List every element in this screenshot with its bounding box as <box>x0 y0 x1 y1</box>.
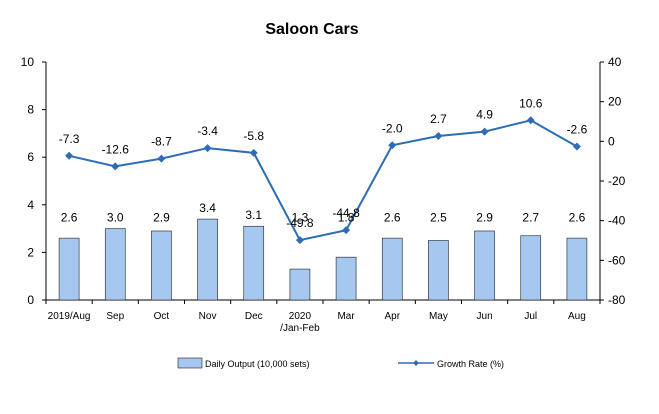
bar <box>381 237 403 301</box>
growth-rate-marker <box>249 148 258 157</box>
x-tick-label: Nov <box>199 311 217 322</box>
right-tick-label: -40 <box>608 214 626 228</box>
growth-rate-marker <box>388 141 397 150</box>
bar-value-label: 3.4 <box>199 201 216 215</box>
x-tick-label: Apr <box>384 311 400 322</box>
line-value-label: -49.8 <box>286 216 314 230</box>
bar <box>335 256 357 301</box>
growth-rate-marker <box>342 226 351 235</box>
left-tick-label: 6 <box>27 150 34 164</box>
right-tick-label: 0 <box>608 134 615 148</box>
bar <box>474 230 495 301</box>
growth-rate-marker <box>203 144 212 153</box>
left-tick-label: 10 <box>21 55 35 69</box>
x-tick-label: Jun <box>477 311 493 322</box>
legend: Daily Output (10,000 sets) Growth Rate (%… <box>177 357 504 369</box>
line-value-label: -7.3 <box>59 132 80 146</box>
growth-rate-marker <box>480 127 489 136</box>
line-value-label: -8.7 <box>151 135 172 149</box>
growth-rate-marker <box>65 151 74 160</box>
line-value-label: -5.8 <box>243 129 264 143</box>
bar <box>289 268 311 301</box>
line-value-label: 4.9 <box>476 108 493 122</box>
bar <box>520 235 542 301</box>
bar <box>243 225 265 301</box>
x-tick-label: Jul <box>524 311 537 322</box>
growth-rate-line <box>68 119 578 242</box>
line-value-label: -2.0 <box>382 121 403 135</box>
x-tick-label: Aug <box>568 311 586 322</box>
bar-value-label: 2.6 <box>384 211 401 225</box>
growth-rate-marker <box>157 154 166 163</box>
line-series <box>65 116 581 245</box>
left-tick-label: 4 <box>27 198 34 212</box>
line-value-label: -2.6 <box>567 122 588 136</box>
bar-value-label: 1.8 <box>338 211 355 225</box>
growth-rate-marker <box>111 162 120 171</box>
line-value-label: -3.4 <box>197 124 218 138</box>
bar <box>58 237 80 301</box>
bar-value-label: 2.9 <box>476 211 493 225</box>
legend-bar-label: Daily Output (10,000 sets) <box>205 359 310 369</box>
bar-value-label: 1.3 <box>292 211 309 225</box>
bar-value-label: 2.5 <box>430 211 447 225</box>
right-tick-label: 40 <box>608 55 622 69</box>
x-tick-label: May <box>429 311 448 322</box>
left-tick-label: 8 <box>27 103 34 117</box>
line-value-label: 2.7 <box>430 112 447 126</box>
bar-series <box>58 218 588 301</box>
bar <box>197 218 218 301</box>
bar-value-label: 2.6 <box>569 211 586 225</box>
x-tick-label: Mar <box>337 311 355 322</box>
chart-title: Saloon Cars <box>265 21 358 38</box>
bar-value-label: 2.9 <box>153 211 170 225</box>
data-labels: 2.6 3.0 2.9 3.4 3.1 1.3 1.8 2.6 2.5 2.9 2.7 2.6 -7.3… <box>59 96 588 230</box>
x-tick-label: Oct <box>154 311 170 322</box>
x-tick-label: /Jan-Feb <box>280 323 320 334</box>
legend-line-marker <box>413 360 419 366</box>
x-tick-label: Sep <box>106 311 124 322</box>
line-value-label: 10.6 <box>519 96 543 110</box>
x-tick-label: Dec <box>245 311 263 322</box>
bar-value-label: 2.7 <box>522 211 539 225</box>
right-tick-label: 20 <box>608 95 622 109</box>
bar <box>104 228 126 301</box>
bar <box>428 240 449 301</box>
right-tick-label: -80 <box>608 293 626 307</box>
left-tick-label: 0 <box>27 293 34 307</box>
right-tick-label: -60 <box>608 253 626 267</box>
line-value-label: -12.6 <box>102 142 130 156</box>
left-tick-label: 2 <box>27 245 34 259</box>
bar <box>566 237 588 301</box>
bar-value-label: 3.1 <box>245 208 262 222</box>
legend-line-label: Growth Rate (%) <box>437 359 504 369</box>
growth-rate-marker <box>572 142 581 151</box>
line-value-label: -44.8 <box>332 206 360 220</box>
bar <box>151 230 172 301</box>
x-tick-label: 2019/Aug <box>48 311 91 322</box>
legend-bar-swatch <box>177 357 203 369</box>
growth-rate-marker <box>295 236 304 245</box>
bar-value-label: 2.6 <box>61 211 78 225</box>
axes: 0 2 4 6 8 10 -80 -60 -40 -20 0 20 40 2019/Aug Sep Oct No… <box>21 55 626 334</box>
x-tick-label: 2020 <box>289 311 312 322</box>
growth-rate-marker <box>526 116 535 125</box>
bar-value-label: 3.0 <box>107 211 124 225</box>
right-tick-label: -20 <box>608 174 626 188</box>
growth-rate-marker <box>434 131 443 140</box>
